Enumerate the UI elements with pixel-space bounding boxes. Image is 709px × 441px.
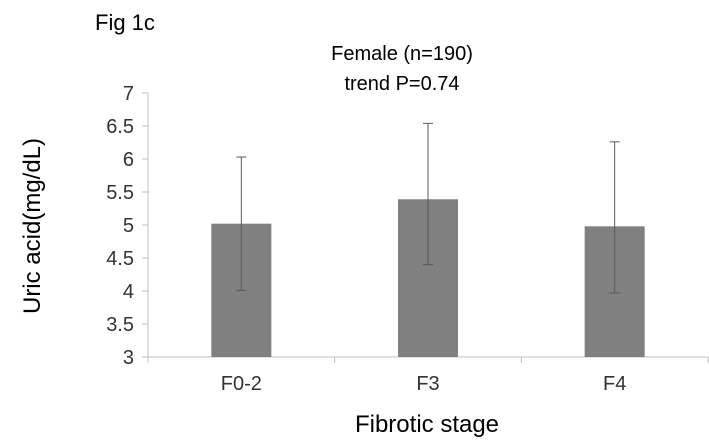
x-category-label: F3 (416, 373, 439, 395)
y-tick-label: 4 (123, 281, 134, 303)
x-category-label: F4 (603, 373, 626, 395)
y-tick-label: 5.5 (106, 182, 134, 204)
figure-label: Fig 1c (95, 10, 155, 35)
bars (211, 122, 645, 357)
y-tick-label: 7 (123, 83, 134, 105)
x-axis-title: Fibrotic stage (355, 411, 499, 438)
x-category-label: F0-2 (221, 373, 262, 395)
y-tick-label: 6 (123, 149, 134, 171)
y-tick-label: 3.5 (106, 314, 134, 336)
y-axis-title: Uric acid(mg/dL) (19, 138, 46, 314)
y-tick-label: 3 (123, 347, 134, 369)
y-tick-label: 5 (123, 215, 134, 237)
y-tick-label: 4.5 (106, 248, 134, 270)
y-tick-label: 6.5 (106, 116, 134, 138)
chart-subtitle: trend P=0.74 (344, 73, 459, 95)
chart-title: Female (n=190) (331, 43, 473, 65)
